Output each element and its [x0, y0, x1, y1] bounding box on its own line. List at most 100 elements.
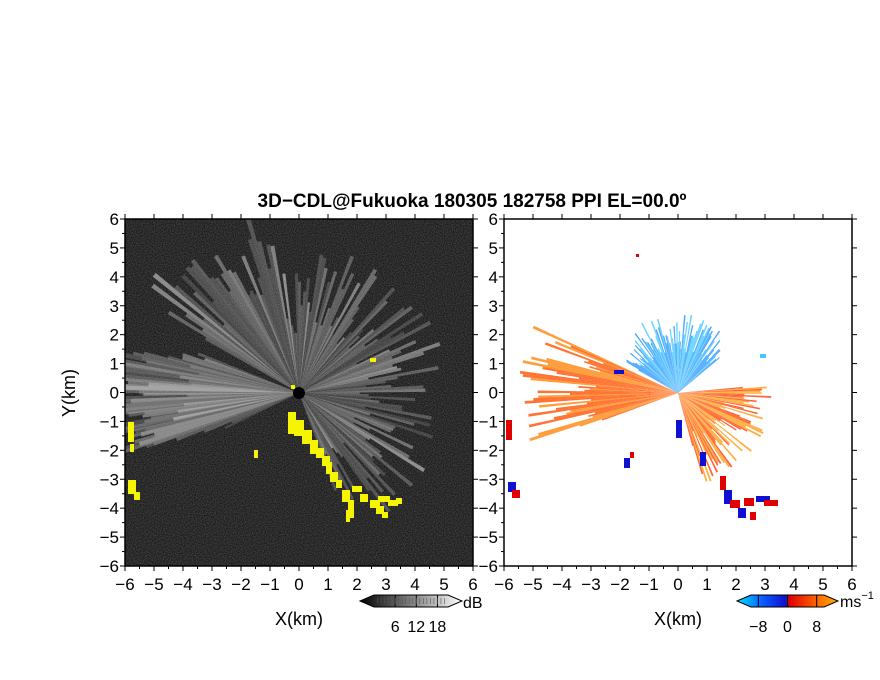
velocity-approaching-ray — [657, 348, 678, 393]
reflectivity-echo-ray — [228, 290, 299, 393]
velocity-approaching-ray — [678, 357, 710, 393]
reflectivity-echo-ray — [266, 244, 299, 393]
reflectivity-echo-ray — [182, 353, 299, 393]
velocity-approaching-ray — [641, 322, 678, 393]
reflectivity-echo-ray — [150, 393, 299, 420]
velocity-x-tick-label: −5 — [523, 575, 542, 594]
velocity-echo-pixel — [744, 498, 754, 506]
reflectivity-echo-ray — [260, 294, 299, 393]
reflectivity-echo-ray — [299, 366, 439, 393]
reflectivity-echo-ray — [299, 393, 342, 482]
reflectivity-echo-ray — [299, 393, 327, 455]
velocity-approaching-ray — [678, 326, 712, 393]
reflectivity-echo-ray — [299, 254, 324, 393]
velocity-approaching-ray — [678, 324, 708, 393]
reflectivity-echo-ray — [190, 265, 299, 393]
velocity-echo-pixel — [506, 420, 512, 440]
reflectivity-echo-ray — [299, 272, 355, 393]
velocity-echo-pixel — [624, 458, 630, 468]
reflectivity-echo-ray — [299, 281, 331, 393]
reflectivity-echo-ray — [224, 393, 299, 429]
velocity-receding-ray — [542, 366, 678, 393]
velocity-receding-ray — [678, 393, 719, 463]
velocity-receding-ray — [678, 393, 762, 438]
velocity-colorbar-tick-label: 8 — [812, 619, 821, 636]
reflectivity-echo-ray — [299, 271, 338, 393]
reflectivity-echo-ray — [299, 317, 339, 393]
clutter-pixel — [382, 512, 388, 518]
clutter-pixel — [346, 518, 350, 522]
velocity-approaching-ray — [675, 343, 678, 393]
reflectivity-echo-ray — [270, 245, 299, 393]
reflectivity-echo-ray — [299, 393, 414, 450]
velocity-approaching-ray — [669, 342, 678, 393]
velocity-approaching-ray — [643, 365, 678, 393]
velocity-echo-pixel — [630, 452, 634, 458]
reflectivity-echo-ray — [299, 393, 367, 441]
velocity-approaching-ray — [678, 321, 688, 393]
reflectivity-echo-ray — [299, 393, 426, 473]
clutter-pixel — [128, 422, 134, 442]
velocity-approaching-ray — [666, 336, 678, 393]
velocity-x-tick-label: −6 — [494, 575, 513, 594]
velocity-receding-ray — [678, 392, 762, 394]
velocity-receding-ray — [678, 393, 716, 421]
velocity-receding-ray — [588, 393, 678, 417]
clutter-pixel — [322, 456, 330, 466]
reflectivity-y-tick-label: 2 — [110, 326, 119, 345]
reflectivity-echo-ray — [179, 375, 299, 393]
velocity-receding-ray — [678, 393, 713, 430]
reflectivity-echo-ray — [220, 272, 299, 393]
velocity-y-tick-label: 0 — [489, 384, 498, 403]
reflectivity-echo-ray — [198, 372, 299, 393]
velocity-approaching-ray — [640, 365, 678, 393]
velocity-receding-ray — [599, 370, 678, 393]
clutter-pixel — [326, 462, 332, 474]
reflectivity-echo-ray — [299, 393, 380, 403]
velocity-receding-ray — [678, 393, 719, 432]
reflectivity-echo-ray — [134, 393, 299, 434]
velocity-approaching-ray — [678, 349, 682, 393]
reflectivity-echo-ray — [190, 382, 299, 393]
velocity-receding-ray — [595, 385, 678, 393]
reflectivity-y-tick-label: −4 — [100, 499, 119, 518]
reflectivity-echo-ray — [299, 393, 434, 439]
velocity-receding-ray — [554, 341, 678, 393]
velocity-approaching-ray — [647, 342, 678, 393]
clutter-pixel — [310, 440, 318, 454]
clutter-pixel — [352, 486, 362, 492]
reflectivity-echo-ray — [299, 340, 417, 393]
reflectivity-echo-ray — [298, 281, 301, 393]
velocity-x-tick-label: 3 — [760, 575, 769, 594]
velocity-colorbar-unit: ms−1 — [840, 590, 874, 611]
velocity-approaching-ray — [634, 344, 678, 393]
reflectivity-echo-ray — [153, 393, 299, 437]
velocity-approaching-ray — [652, 359, 678, 393]
reflectivity-echo-ray — [125, 389, 299, 394]
velocity-approaching-ray — [626, 361, 678, 393]
reflectivity-x-tick-label: 4 — [410, 575, 419, 594]
reflectivity-echo-ray — [299, 393, 371, 431]
velocity-approaching-ray — [678, 332, 711, 393]
velocity-receding-ray — [678, 393, 722, 446]
reflectivity-echo-ray — [299, 393, 371, 416]
velocity-approaching-ray — [634, 340, 678, 393]
reflectivity-echo-ray — [254, 293, 299, 393]
reflectivity-echo-ray — [125, 393, 299, 409]
velocity-receding-ray — [678, 393, 752, 452]
velocity-echo-pixel — [760, 354, 766, 358]
velocity-approaching-ray — [656, 318, 678, 393]
y-axis-title: Y(km) — [59, 369, 79, 417]
velocity-receding-ray — [678, 393, 716, 424]
reflectivity-echo-ray — [299, 393, 410, 459]
reflectivity-echo-ray — [141, 356, 299, 393]
velocity-receding-ray — [678, 393, 716, 441]
velocity-approaching-ray — [655, 329, 678, 393]
reflectivity-echo-ray — [286, 318, 299, 393]
velocity-echo-pixel — [676, 420, 682, 438]
clutter-pixel — [254, 450, 258, 458]
reflectivity-colorbar-tick-label: 18 — [429, 619, 447, 636]
reflectivity-echo-ray — [125, 386, 299, 393]
velocity-receding-ray — [538, 393, 678, 436]
reflectivity-echo-ray — [282, 273, 299, 393]
